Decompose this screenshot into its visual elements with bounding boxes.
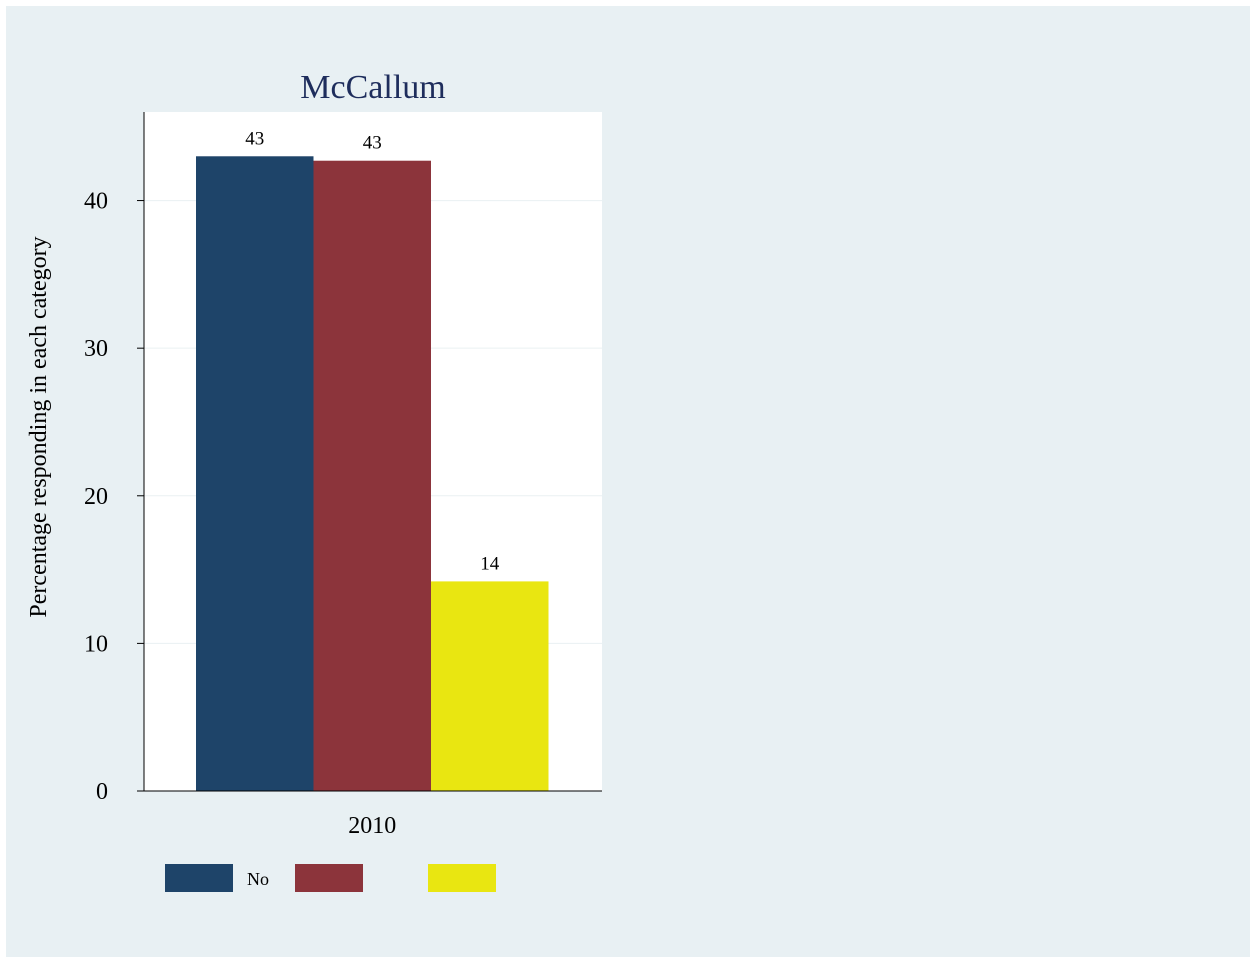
bar-data-label: 43 (363, 133, 382, 154)
chart-title: McCallum (300, 69, 445, 106)
x-axis-ticks: 2010 (348, 813, 396, 839)
legend-swatch (295, 864, 363, 892)
legend: No (165, 864, 496, 892)
bar-series-1 (196, 156, 314, 792)
legend-swatch (428, 864, 496, 892)
y-tick-label: 0 (96, 779, 108, 805)
y-tick-label: 40 (84, 189, 108, 215)
bar-series-2 (313, 160, 431, 791)
x-tick-label: 2010 (348, 813, 396, 839)
y-tick-label: 20 (84, 484, 108, 510)
bar-data-label: 14 (480, 553, 500, 574)
data-labels: 43 43 14 (245, 128, 500, 574)
y-tick-label: 10 (84, 631, 108, 657)
y-tick-label: 30 (84, 336, 108, 362)
legend-swatch (165, 864, 233, 892)
bar-series-3 (431, 581, 549, 791)
y-axis-title: Percentage responding in each category (26, 236, 52, 617)
bar-data-label: 43 (245, 128, 264, 149)
legend-label: No (247, 869, 269, 889)
bars (196, 156, 549, 792)
y-axis-ticks: 0 10 20 30 40 (84, 189, 144, 805)
